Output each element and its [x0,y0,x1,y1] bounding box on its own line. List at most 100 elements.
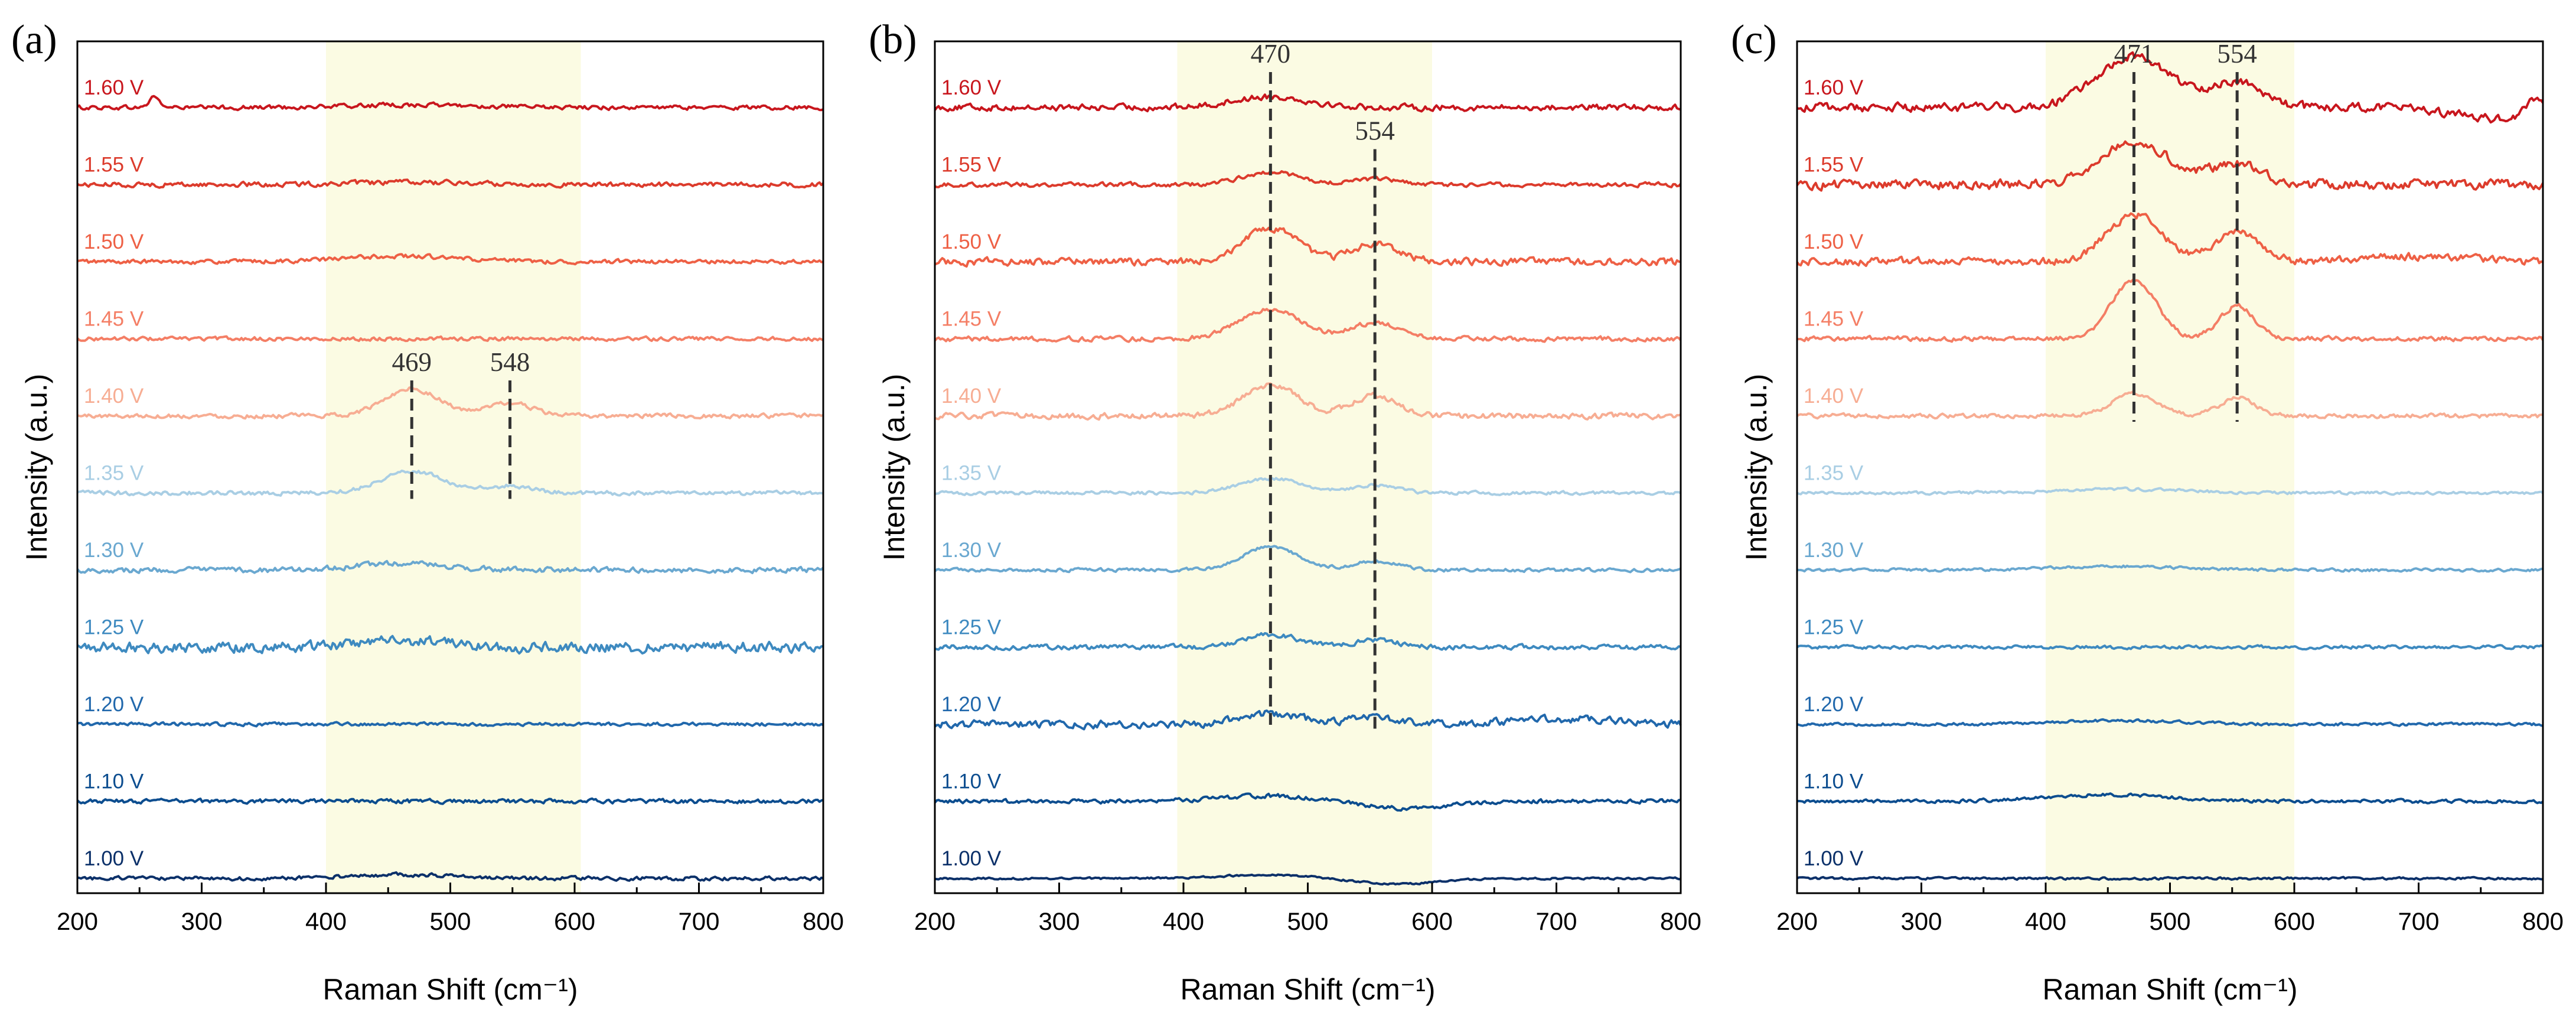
series-line-130V [1796,564,2544,573]
series-label: 1.50 V [1804,230,1864,253]
peak-label: 471 [2114,39,2154,69]
series-label: 1.60 V [941,76,1002,99]
series-line-150V [1796,212,2544,267]
peak-label: 469 [392,347,432,377]
peak-label: 554 [2217,39,2257,69]
series-label: 1.40 V [1804,385,1864,408]
series-label: 1.45 V [1804,308,1864,331]
series-label: 1.25 V [1804,616,1864,639]
series-line-150V [934,226,1681,268]
series-line-160V [76,95,824,112]
highlight-band [326,41,581,893]
series-label: 1.25 V [941,616,1002,639]
series-label: 1.35 V [941,462,1002,485]
x-tick-label: 600 [1411,907,1453,935]
series-line-130V [76,559,824,574]
panel-label: (c) [1731,17,1777,63]
x-tick-label: 300 [1900,907,1942,935]
highlight-band [2046,41,2294,893]
x-tick-label: 700 [2398,907,2439,935]
series-label: 1.10 V [941,770,1002,793]
highlight-band [1177,41,1432,893]
x-tick-label: 400 [1163,907,1204,935]
series-label: 1.20 V [84,693,144,716]
x-axis-title: Raman Shift (cm⁻¹) [2042,973,2297,1006]
series-line-130V [934,545,1681,574]
x-tick-label: 300 [181,907,222,935]
panel-a: 1.60 V 1.55 V 1.50 V 1.45 V 1.40 V 1.35 V 1.30… [11,17,844,1006]
y-axis-title: Intensity (a.u.) [878,374,911,561]
x-tick-label: 200 [1776,907,1818,935]
series-line-145V [76,335,824,343]
x-tick-label: 600 [2274,907,2315,935]
series-label: 1.00 V [1804,847,1864,870]
x-tick-label: 200 [57,907,98,935]
x-axis-title: Raman Shift (cm⁻¹) [1180,973,1435,1006]
peak-label: 548 [490,347,530,377]
series-label: 1.00 V [84,847,144,870]
panel-label: (a) [11,17,57,63]
series-line-150V [77,253,824,266]
series-line-140V [77,386,824,420]
series-line-135V [1796,486,2544,496]
series-line-155V [934,170,1682,188]
series-label: 1.55 V [941,154,1002,177]
series-label: 1.00 V [941,847,1002,870]
series-label: 1.30 V [941,539,1002,562]
y-axis-title: Intensity (a.u.) [20,374,53,561]
series-label: 1.10 V [84,770,144,793]
series-label: 1.30 V [84,539,144,562]
series-label: 1.20 V [941,693,1002,716]
x-tick-label: 300 [1038,907,1080,935]
series-line-125V [1796,644,2544,651]
x-tick-label: 200 [914,907,956,935]
x-tick-label: 600 [554,907,595,935]
series-line-140V [1796,390,2544,420]
panel-label: (b) [869,17,917,63]
series-label: 1.45 V [84,308,144,331]
series-label: 1.35 V [1804,462,1864,485]
series-line-110V [76,797,824,805]
series-label: 1.55 V [1804,154,1864,177]
series-label: 1.35 V [84,462,144,485]
series-line-120V [934,709,1682,731]
series-label: 1.50 V [84,230,144,253]
x-tick-label: 500 [1287,907,1328,935]
panel-b: 1.60 V 1.55 V 1.50 V 1.45 V 1.40 V 1.35 V 1.30… [869,17,1701,1006]
series-line-145V [934,308,1682,343]
series-label: 1.50 V [941,230,1002,253]
series-label: 1.60 V [1804,76,1864,99]
peak-label: 554 [1355,116,1395,146]
series-label: 1.45 V [941,308,1002,331]
x-tick-label: 500 [429,907,471,935]
series-label: 1.25 V [84,616,144,639]
x-tick-label: 800 [1660,907,1701,935]
x-tick-label: 400 [2025,907,2066,935]
series-line-100V [934,873,1681,886]
series-line-135V [934,476,1681,496]
series-line-110V [934,792,1681,812]
series-line-160V [1796,51,2544,124]
peak-label: 470 [1251,39,1291,69]
x-tick-label: 800 [803,907,844,935]
series-line-110V [1796,792,2544,805]
series-line-100V [1796,875,2543,881]
series-line-125V [76,634,824,655]
series-line-100V [77,871,824,882]
series-label: 1.55 V [84,154,144,177]
series-label: 1.40 V [941,385,1002,408]
series-line-160V [934,93,1681,113]
x-tick-label: 700 [678,907,719,935]
series-line-120V [77,721,824,728]
x-tick-label: 800 [2522,907,2564,935]
x-tick-label: 700 [1535,907,1577,935]
series-line-155V [1796,140,2544,192]
x-tick-label: 400 [305,907,347,935]
series-label: 1.20 V [1804,693,1864,716]
series-line-125V [934,632,1681,652]
panel-c: 1.60 V 1.55 V 1.50 V 1.45 V 1.40 V 1.35 V 1.30… [1731,17,2564,1006]
series-line-120V [1796,718,2544,727]
series-label: 1.60 V [84,76,144,99]
series-line-155V [77,178,824,189]
